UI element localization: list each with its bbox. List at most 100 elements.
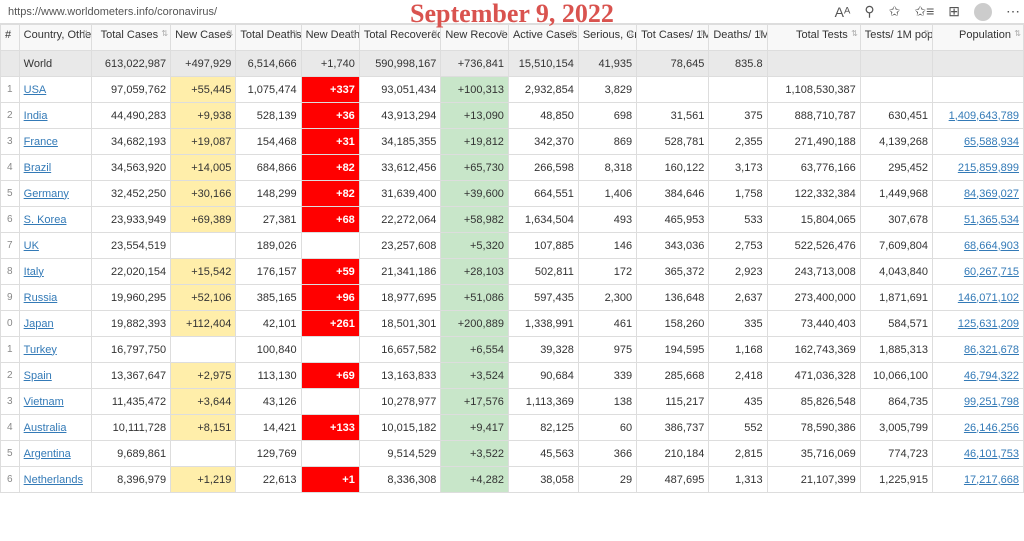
- sort-icon: ⇅: [292, 31, 299, 37]
- more-icon[interactable]: ⋯: [1006, 3, 1020, 20]
- cell-pop[interactable]: 26,146,256: [933, 415, 1024, 441]
- cell-testspm: 295,452: [860, 155, 932, 181]
- cell-country[interactable]: Italy: [19, 259, 91, 285]
- cell-country[interactable]: Japan: [19, 311, 91, 337]
- cell-pop[interactable]: 146,071,102: [933, 285, 1024, 311]
- cell-country[interactable]: Russia: [19, 285, 91, 311]
- cell-totrecov: 18,977,695: [359, 285, 441, 311]
- cell-pop[interactable]: 51,365,534: [933, 207, 1024, 233]
- cell-pop[interactable]: 68,664,903: [933, 233, 1024, 259]
- cell-country: World: [19, 51, 91, 77]
- cell-country[interactable]: Spain: [19, 363, 91, 389]
- cell-tests: 63,776,166: [767, 155, 860, 181]
- col-country[interactable]: Country, Other⇅: [19, 25, 91, 51]
- cell-deathspm: [709, 77, 767, 103]
- col-tests[interactable]: Total Tests⇅: [767, 25, 860, 51]
- cell-active: 1,634,504: [508, 207, 578, 233]
- cell-tests: 122,332,384: [767, 181, 860, 207]
- cell-casespm: 285,668: [637, 363, 709, 389]
- cell-newcases: +3,644: [171, 389, 236, 415]
- cell-country[interactable]: France: [19, 129, 91, 155]
- cell-newdeaths: +96: [301, 285, 359, 311]
- col-totrecov[interactable]: Total Recovered⇅: [359, 25, 441, 51]
- table-row: 5Germany32,452,250+30,166148,299+8231,63…: [1, 181, 1024, 207]
- cell-pop[interactable]: 46,101,753: [933, 441, 1024, 467]
- cell-newdeaths: +36: [301, 103, 359, 129]
- cell-newrecov: +3,522: [441, 441, 509, 467]
- table-row: 6S. Korea23,933,949+69,38927,381+6822,27…: [1, 207, 1024, 233]
- sort-icon: ⇅: [758, 31, 765, 37]
- cell-pop[interactable]: 60,267,715: [933, 259, 1024, 285]
- favorite-icon[interactable]: ✩: [889, 3, 901, 20]
- cell-newrecov: +51,086: [441, 285, 509, 311]
- cell-pop[interactable]: 17,217,668: [933, 467, 1024, 493]
- cell-newrecov: +736,841: [441, 51, 509, 77]
- sort-icon: ⇅: [569, 31, 576, 37]
- cell-country[interactable]: India: [19, 103, 91, 129]
- cell-deathspm: 2,815: [709, 441, 767, 467]
- cell-deathspm: 1,168: [709, 337, 767, 363]
- cell-casespm: 158,260: [637, 311, 709, 337]
- cell-casespm: 136,648: [637, 285, 709, 311]
- cell-pop[interactable]: 65,588,934: [933, 129, 1024, 155]
- cell-totcases: 44,490,283: [91, 103, 170, 129]
- cell-newcases: +9,938: [171, 103, 236, 129]
- cell-country[interactable]: Australia: [19, 415, 91, 441]
- cell-active: 2,932,854: [508, 77, 578, 103]
- cell-num: 5: [1, 441, 20, 467]
- col-newdeaths[interactable]: New Deaths⇅: [301, 25, 359, 51]
- col-serious[interactable]: Serious, Critical⇅: [578, 25, 636, 51]
- col-newcases[interactable]: New Cases⇅: [171, 25, 236, 51]
- cell-country[interactable]: Argentina: [19, 441, 91, 467]
- cell-deathspm: 2,923: [709, 259, 767, 285]
- cell-country[interactable]: Brazil: [19, 155, 91, 181]
- col-deathspm[interactable]: Deaths/ 1M pop⇅: [709, 25, 767, 51]
- cell-num: 3: [1, 129, 20, 155]
- cell-country[interactable]: Vietnam: [19, 389, 91, 415]
- cell-country[interactable]: S. Korea: [19, 207, 91, 233]
- cell-tests: 522,526,476: [767, 233, 860, 259]
- cell-totdeaths: 154,468: [236, 129, 301, 155]
- col-pop[interactable]: Population⇅: [933, 25, 1024, 51]
- cell-serious: 2,300: [578, 285, 636, 311]
- col-totcases[interactable]: Total Cases⇅: [91, 25, 170, 51]
- table-row: 8Italy22,020,154+15,542176,157+5921,341,…: [1, 259, 1024, 285]
- cell-testspm: 7,609,804: [860, 233, 932, 259]
- cell-pop[interactable]: 46,794,322: [933, 363, 1024, 389]
- cell-country[interactable]: UK: [19, 233, 91, 259]
- col-testspm[interactable]: Tests/ 1M pop⇅: [860, 25, 932, 51]
- col-num[interactable]: #: [1, 25, 20, 51]
- cell-serious: 366: [578, 441, 636, 467]
- cell-casespm: [637, 77, 709, 103]
- cell-country[interactable]: Germany: [19, 181, 91, 207]
- cell-testspm: [860, 77, 932, 103]
- cell-pop[interactable]: 1,409,643,789: [933, 103, 1024, 129]
- cell-active: 90,684: [508, 363, 578, 389]
- cell-pop[interactable]: 125,631,209: [933, 311, 1024, 337]
- col-totdeaths[interactable]: Total Deaths⇅: [236, 25, 301, 51]
- header-row: # Country, Other⇅ Total Cases⇅ New Cases…: [1, 25, 1024, 51]
- text-size-icon[interactable]: Aᴬ: [835, 4, 851, 20]
- cell-totrecov: 93,051,434: [359, 77, 441, 103]
- cell-pop[interactable]: 99,251,798: [933, 389, 1024, 415]
- profile-avatar[interactable]: [974, 3, 992, 21]
- cell-newrecov: +9,417: [441, 415, 509, 441]
- cell-pop[interactable]: 86,321,678: [933, 337, 1024, 363]
- cell-deathspm: 835.8: [709, 51, 767, 77]
- col-newrecov[interactable]: New Recovered⇅: [441, 25, 509, 51]
- cell-num: 6: [1, 207, 20, 233]
- cell-country[interactable]: Netherlands: [19, 467, 91, 493]
- cell-pop[interactable]: 215,859,899: [933, 155, 1024, 181]
- address-bar[interactable]: https://www.worldometers.info/coronaviru…: [4, 6, 825, 18]
- col-casespm[interactable]: Tot Cases/ 1M pop⇅: [637, 25, 709, 51]
- collections-icon[interactable]: ⊞: [948, 3, 960, 20]
- cell-pop[interactable]: 84,369,027: [933, 181, 1024, 207]
- table-row: 2Spain13,367,647+2,975113,130+6913,163,8…: [1, 363, 1024, 389]
- cell-country[interactable]: Turkey: [19, 337, 91, 363]
- cell-country[interactable]: USA: [19, 77, 91, 103]
- col-active[interactable]: Active Cases⇅: [508, 25, 578, 51]
- cell-totcases: 32,452,250: [91, 181, 170, 207]
- favorites-bar-icon[interactable]: ✩≡: [914, 3, 934, 20]
- search-icon[interactable]: ⚲: [864, 3, 874, 20]
- cell-newdeaths: +69: [301, 363, 359, 389]
